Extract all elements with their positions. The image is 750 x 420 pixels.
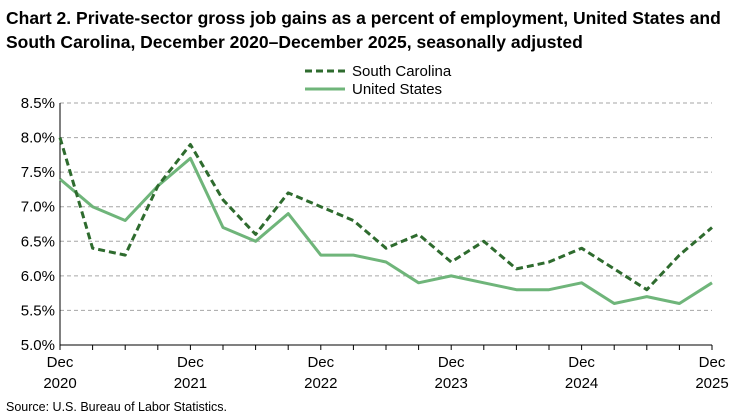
x-tick-label-year: 2021 [174,375,207,392]
gridlines [60,102,712,311]
y-tick-label: 5.5% [21,302,55,319]
x-tick-label-year: 2023 [435,375,468,392]
legend-label: United States [352,81,442,98]
x-tick-label-year: 2025 [695,375,728,392]
y-tick-label: 8.0% [21,130,55,147]
x-tick-label-year: 2022 [304,375,337,392]
x-tick-label-month: Dec [568,354,595,371]
x-tick-label-month: Dec [699,354,726,371]
x-axis-tick-labels: Dec 2020 Dec 2021 Dec 2022 Dec 2023 Dec 2024 Dec 20… [43,354,728,392]
x-tick-label-year: 2020 [43,375,76,392]
y-tick-label: 8.5% [21,95,55,112]
y-tick-label: 6.0% [21,268,55,285]
series-line-united-states [59,156,713,305]
y-tick-label: 7.0% [21,199,55,216]
x-tick-label-month: Dec [438,354,465,371]
series-line-south-carolina [58,137,713,292]
y-tick-label: 7.5% [21,164,55,181]
x-tick-label-month: Dec [47,354,74,371]
x-tick-label-month: Dec [177,354,204,371]
series-lines [58,137,713,305]
y-tick-label: 6.5% [21,233,55,250]
axes [59,103,713,350]
legend-label: South Carolina [352,63,452,80]
y-axis-tick-labels: 5.0% 5.5% 6.0% 6.5% 7.0% 7.5% 8.0% 8.5% [21,95,55,354]
source-note: Source: U.S. Bureau of Labor Statistics. [6,400,227,414]
chart-title: Chart 2. Private-sector gross job gains … [6,8,721,52]
x-tick-label-year: 2024 [565,375,598,392]
x-tick-label-month: Dec [307,354,334,371]
y-tick-label: 5.0% [21,337,55,354]
